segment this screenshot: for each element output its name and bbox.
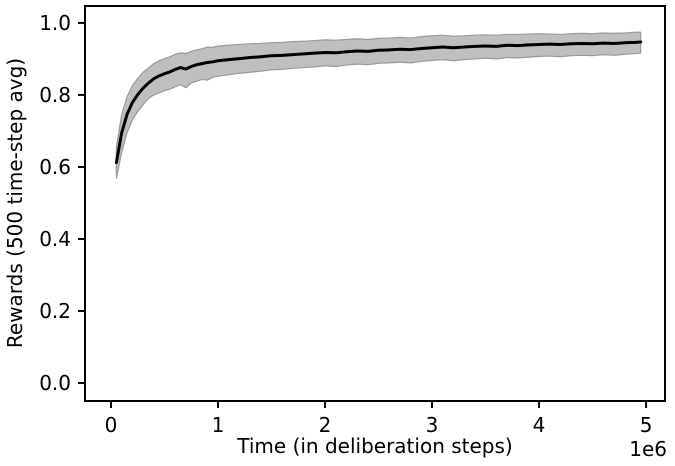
x-axis-label: Time (in deliberation steps) (236, 434, 512, 458)
mean-line-layer (114, 40, 643, 165)
y-tick-label: 0.2 (39, 299, 71, 323)
y-tick-label: 0.6 (39, 155, 71, 179)
x-axis-ticks: 0 1 2 3 4 5 (105, 401, 653, 437)
y-axis-ticks: 0.0 0.2 0.4 0.6 0.8 1.0 (39, 11, 85, 395)
confidence-band-layer (115, 31, 642, 180)
y-tick-label: 0.4 (39, 227, 71, 251)
x-tick-label: 0 (105, 413, 118, 437)
x-axis-offset-label: 1e6 (629, 437, 667, 461)
x-tick-label: 2 (319, 413, 332, 437)
x-tick-label: 3 (426, 413, 439, 437)
plot-border (84, 5, 666, 402)
x-tick-label: 1 (212, 413, 225, 437)
confidence-band (115, 31, 642, 180)
y-tick-label: 1.0 (39, 11, 71, 35)
mean-reward-line (114, 40, 643, 165)
x-tick-label: 4 (533, 413, 546, 437)
x-tick-label: 5 (640, 413, 653, 437)
y-tick-label: 0.0 (39, 371, 71, 395)
y-axis-label: Rewards (500 time-step avg) (3, 58, 27, 348)
y-tick-label: 0.8 (39, 83, 71, 107)
